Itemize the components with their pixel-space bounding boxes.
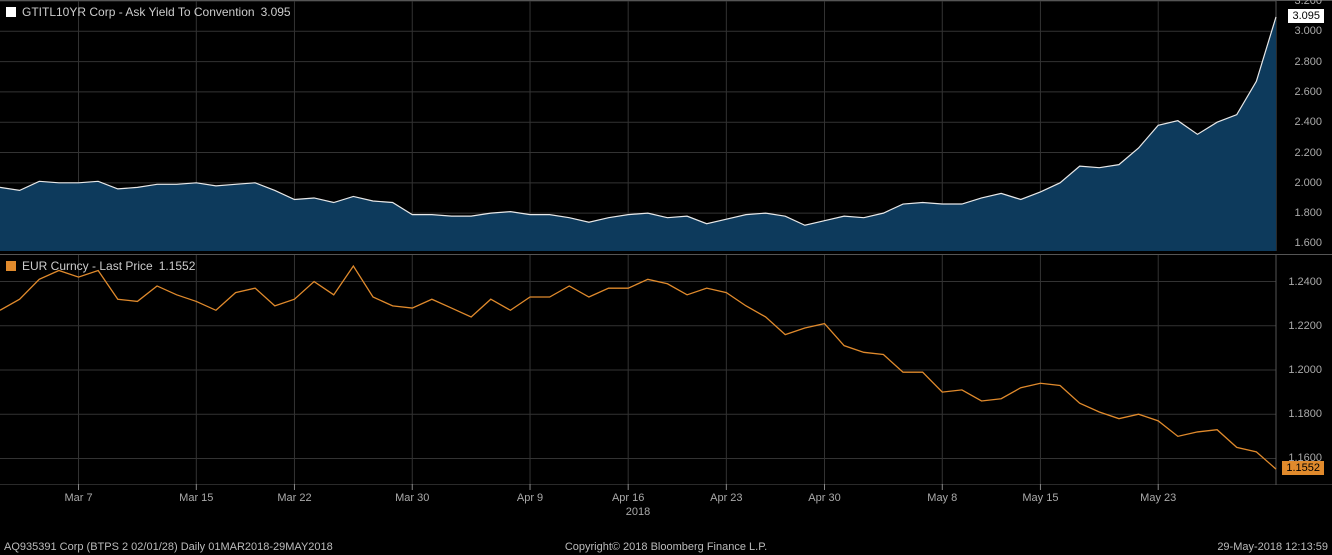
x-tick-label: Mar 7 — [64, 492, 92, 504]
y-tick-label: 2.400 — [1294, 116, 1322, 128]
y-tick-label: 2.600 — [1294, 86, 1322, 98]
x-tick-label: May 23 — [1140, 492, 1176, 504]
y-tick-label: 3.200 — [1294, 0, 1322, 7]
x-tick-label: Apr 23 — [710, 492, 742, 504]
y-tick-label: 1.1800 — [1288, 408, 1322, 420]
y-tick-label: 1.600 — [1294, 237, 1322, 249]
footer-right: 29-May-2018 12:13:59 — [1217, 541, 1328, 553]
yield-chart-svg — [0, 1, 1332, 251]
x-tick-label: Apr 9 — [517, 492, 543, 504]
x-tick-label: May 15 — [1022, 492, 1058, 504]
eur-legend-label: EUR Curncy - Last Price — [22, 259, 153, 273]
x-tick-label: Apr 16 — [612, 492, 644, 504]
eur-legend: EUR Curncy - Last Price 1.1552 — [6, 259, 195, 273]
x-tick-label: Apr 30 — [808, 492, 840, 504]
y-tick-label: 1.2400 — [1288, 276, 1322, 288]
y-tick-label: 1.2200 — [1288, 320, 1322, 332]
x-tick-label: Mar 15 — [179, 492, 213, 504]
yield-chart-panel: GTITL10YR Corp - Ask Yield To Convention… — [0, 0, 1332, 251]
y-tick-label: 1.800 — [1294, 207, 1322, 219]
x-tick-label: Mar 30 — [395, 492, 429, 504]
x-axis-year: 2018 — [626, 506, 650, 518]
y-tick-label: 2.200 — [1294, 147, 1322, 159]
square-icon — [6, 261, 16, 271]
x-tick-label: May 8 — [927, 492, 957, 504]
eur-chart-panel: EUR Curncy - Last Price 1.1552 1.1552 1.… — [0, 254, 1332, 485]
y-tick-label: 3.000 — [1294, 25, 1322, 37]
eur-value-box: 1.1552 — [1282, 461, 1324, 475]
yield-legend: GTITL10YR Corp - Ask Yield To Convention… — [6, 5, 291, 19]
yield-value-box: 3.095 — [1288, 9, 1324, 23]
square-icon — [6, 7, 16, 17]
x-tick-label: Mar 22 — [277, 492, 311, 504]
eur-legend-value: 1.1552 — [159, 259, 196, 273]
yield-legend-label: GTITL10YR Corp - Ask Yield To Convention — [22, 5, 255, 19]
y-tick-label: 2.000 — [1294, 177, 1322, 189]
y-tick-label: 1.2000 — [1288, 364, 1322, 376]
x-axis: Mar 7 Mar 15 Mar 22 Mar 30 Apr 9 Apr 16 Apr 23… — [0, 484, 1332, 522]
footer-center: Copyright© 2018 Bloomberg Finance L.P. — [565, 541, 767, 553]
yield-legend-value: 3.095 — [261, 5, 291, 19]
footer-left: AQ935391 Corp (BTPS 2 02/01/28) Daily 01… — [4, 541, 333, 553]
eur-chart-svg — [0, 255, 1332, 485]
y-tick-label: 2.800 — [1294, 56, 1322, 68]
